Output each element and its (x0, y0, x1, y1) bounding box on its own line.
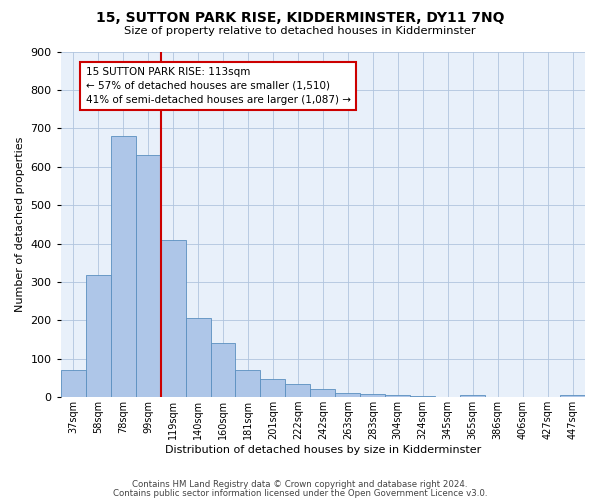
Text: Contains HM Land Registry data © Crown copyright and database right 2024.: Contains HM Land Registry data © Crown c… (132, 480, 468, 489)
Bar (361, 394, 385, 397)
Bar (110, 136, 136, 397)
Bar (211, 344, 235, 397)
Text: 15, SUTTON PARK RISE, KIDDERMINSTER, DY11 7NQ: 15, SUTTON PARK RISE, KIDDERMINSTER, DY1… (96, 12, 504, 26)
Bar (460, 395, 485, 397)
Text: Contains public sector information licensed under the Open Government Licence v3: Contains public sector information licen… (113, 488, 487, 498)
Text: 15 SUTTON PARK RISE: 113sqm
← 57% of detached houses are smaller (1,510)
41% of : 15 SUTTON PARK RISE: 113sqm ← 57% of det… (86, 67, 350, 105)
Bar (560, 395, 585, 397)
Bar (61, 370, 86, 397)
Bar (235, 370, 260, 397)
Bar (410, 396, 435, 397)
Bar (385, 395, 410, 397)
Y-axis label: Number of detached properties: Number of detached properties (15, 136, 25, 312)
Bar (310, 390, 335, 397)
Text: Size of property relative to detached houses in Kidderminster: Size of property relative to detached ho… (124, 26, 476, 36)
Bar (136, 155, 161, 397)
Bar (286, 384, 310, 397)
Bar (185, 318, 211, 397)
X-axis label: Distribution of detached houses by size in Kidderminster: Distribution of detached houses by size … (165, 445, 481, 455)
Bar (335, 394, 361, 397)
Bar (161, 240, 185, 397)
Bar (260, 379, 286, 397)
Bar (86, 275, 110, 397)
